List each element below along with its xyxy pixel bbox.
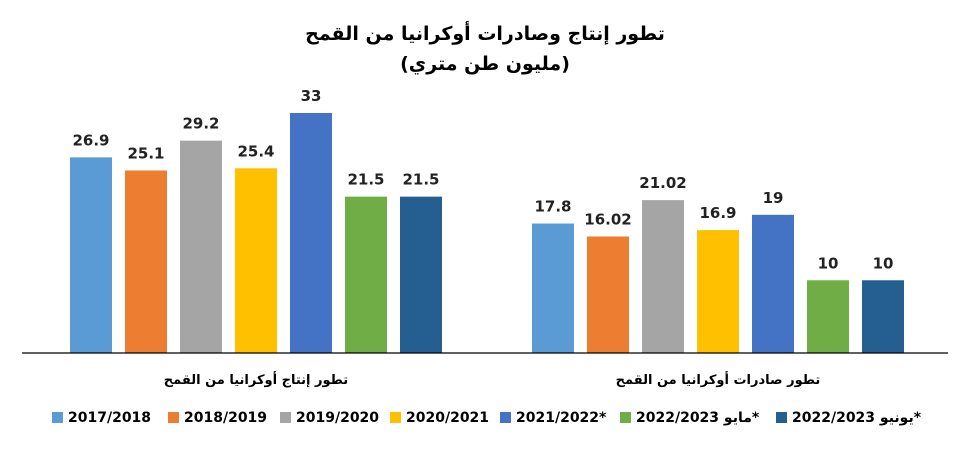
bar (697, 230, 739, 353)
chart-subtitle: (مليون طن متري) (400, 53, 570, 76)
bar (532, 223, 574, 353)
legend-swatch (500, 412, 511, 423)
bar-value-label: 17.8 (534, 198, 571, 216)
legend-label: مايو 2022/2023* (636, 410, 760, 426)
bar-value-label: 21.5 (347, 171, 384, 189)
legend-swatch (776, 412, 787, 423)
bar (70, 157, 112, 353)
legend-swatch (168, 412, 179, 423)
bar (290, 113, 332, 353)
legend-swatch (280, 412, 291, 423)
legend-swatch (52, 412, 63, 423)
bar (752, 214, 794, 353)
legend-label: 2019/2020 (296, 410, 379, 426)
bar (400, 196, 442, 353)
category-label: تطور إنتاج أوكرانيا من القمح (164, 371, 348, 388)
category-labels: تطور إنتاج أوكرانيا من القمح تطور صادرات … (164, 371, 821, 388)
bar (345, 196, 387, 353)
legend: 2017/2018 2018/2019 2019/2020 2020/2021 2021… (52, 410, 922, 426)
bar-value-label: 10 (873, 254, 894, 272)
legend-swatch (620, 412, 631, 423)
legend-label: 2021/2022* (516, 410, 607, 426)
legend-label: 2018/2019 (184, 410, 267, 426)
legend-label: يونيو 2022/2023* (792, 410, 922, 426)
bar (235, 168, 277, 353)
bars-group: 26.9 25.1 29.2 25.4 33 21.5 21.5 17.8 16.02 21.02… (70, 87, 904, 353)
bar-value-label: 25.1 (127, 144, 164, 162)
bar (642, 200, 684, 353)
bar (587, 236, 629, 353)
bar-value-label: 16.02 (584, 210, 631, 228)
legend-label: 2017/2018 (68, 410, 151, 426)
bar-value-label: 26.9 (72, 131, 109, 149)
bar-value-label: 19 (763, 189, 784, 207)
category-label: تطور صادرات أوكرانيا من القمح (616, 371, 821, 388)
bar-value-label: 21.5 (402, 171, 439, 189)
bar-value-label: 29.2 (182, 115, 219, 133)
bar-value-label: 25.4 (237, 142, 274, 160)
legend-label: 2020/2021 (406, 410, 489, 426)
bar (125, 170, 167, 353)
legend-swatch (390, 412, 401, 423)
bar (180, 140, 222, 353)
bar (862, 280, 904, 353)
chart-title: تطور إنتاج وصادرات أوكرانيا من القمح (305, 21, 665, 45)
bar-value-label: 33 (301, 87, 322, 105)
bar-value-label: 21.02 (639, 174, 686, 192)
bar (807, 280, 849, 353)
bar-value-label: 16.9 (699, 204, 736, 222)
bar-value-label: 10 (818, 254, 839, 272)
